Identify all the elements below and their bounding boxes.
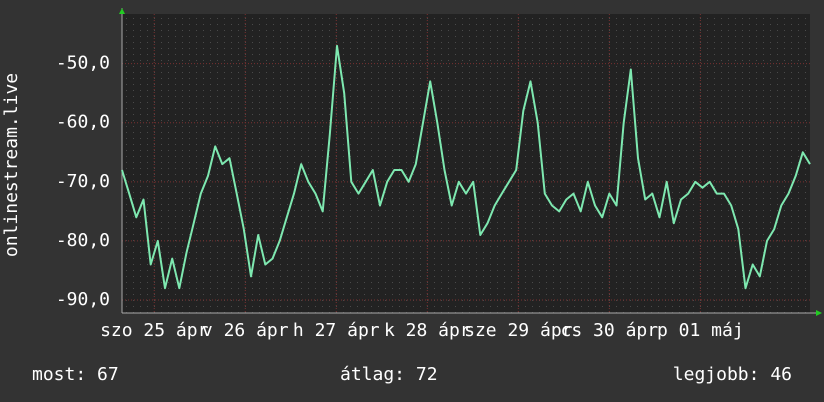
footer-label: legjobb: [673, 364, 760, 385]
x-tick-label: cs 30 ápr [561, 320, 659, 341]
footer-item: legjobb: 46 [673, 364, 792, 385]
footer-item: most: 67 [32, 364, 119, 385]
y-arrow [119, 8, 125, 14]
footer-item: átlag: 72 [340, 364, 438, 385]
x-tick-label: szo 25 ápr [100, 320, 209, 341]
footer-value: 72 [416, 364, 438, 385]
data-line [121, 44, 811, 290]
x-tick-label: k 28 ápr [384, 320, 471, 341]
x-tick-label: sze 29 ápr [464, 320, 573, 341]
y-tick-label: -70,0 [56, 171, 110, 192]
x-tick-label: p 01 máj [657, 320, 744, 341]
x-arrow [816, 310, 822, 316]
y-tick-label: -90,0 [56, 289, 110, 310]
y-axis-label: onlinestream.live [1, 73, 22, 257]
footer-label: átlag: [340, 364, 405, 385]
footer: most: 67 átlag: 72 legjobb: 46 [32, 364, 792, 385]
y-tick-label: -50,0 [56, 53, 110, 74]
footer-value: 46 [770, 364, 792, 385]
y-tick-label: -80,0 [56, 230, 110, 251]
minor-grid [122, 14, 810, 313]
x-tick-label: h 27 ápr [293, 320, 380, 341]
x-tick-label: v 26 ápr [202, 320, 289, 341]
footer-value: 67 [97, 364, 119, 385]
footer-label: most: [32, 364, 86, 385]
y-tick-label: -60,0 [56, 112, 110, 133]
